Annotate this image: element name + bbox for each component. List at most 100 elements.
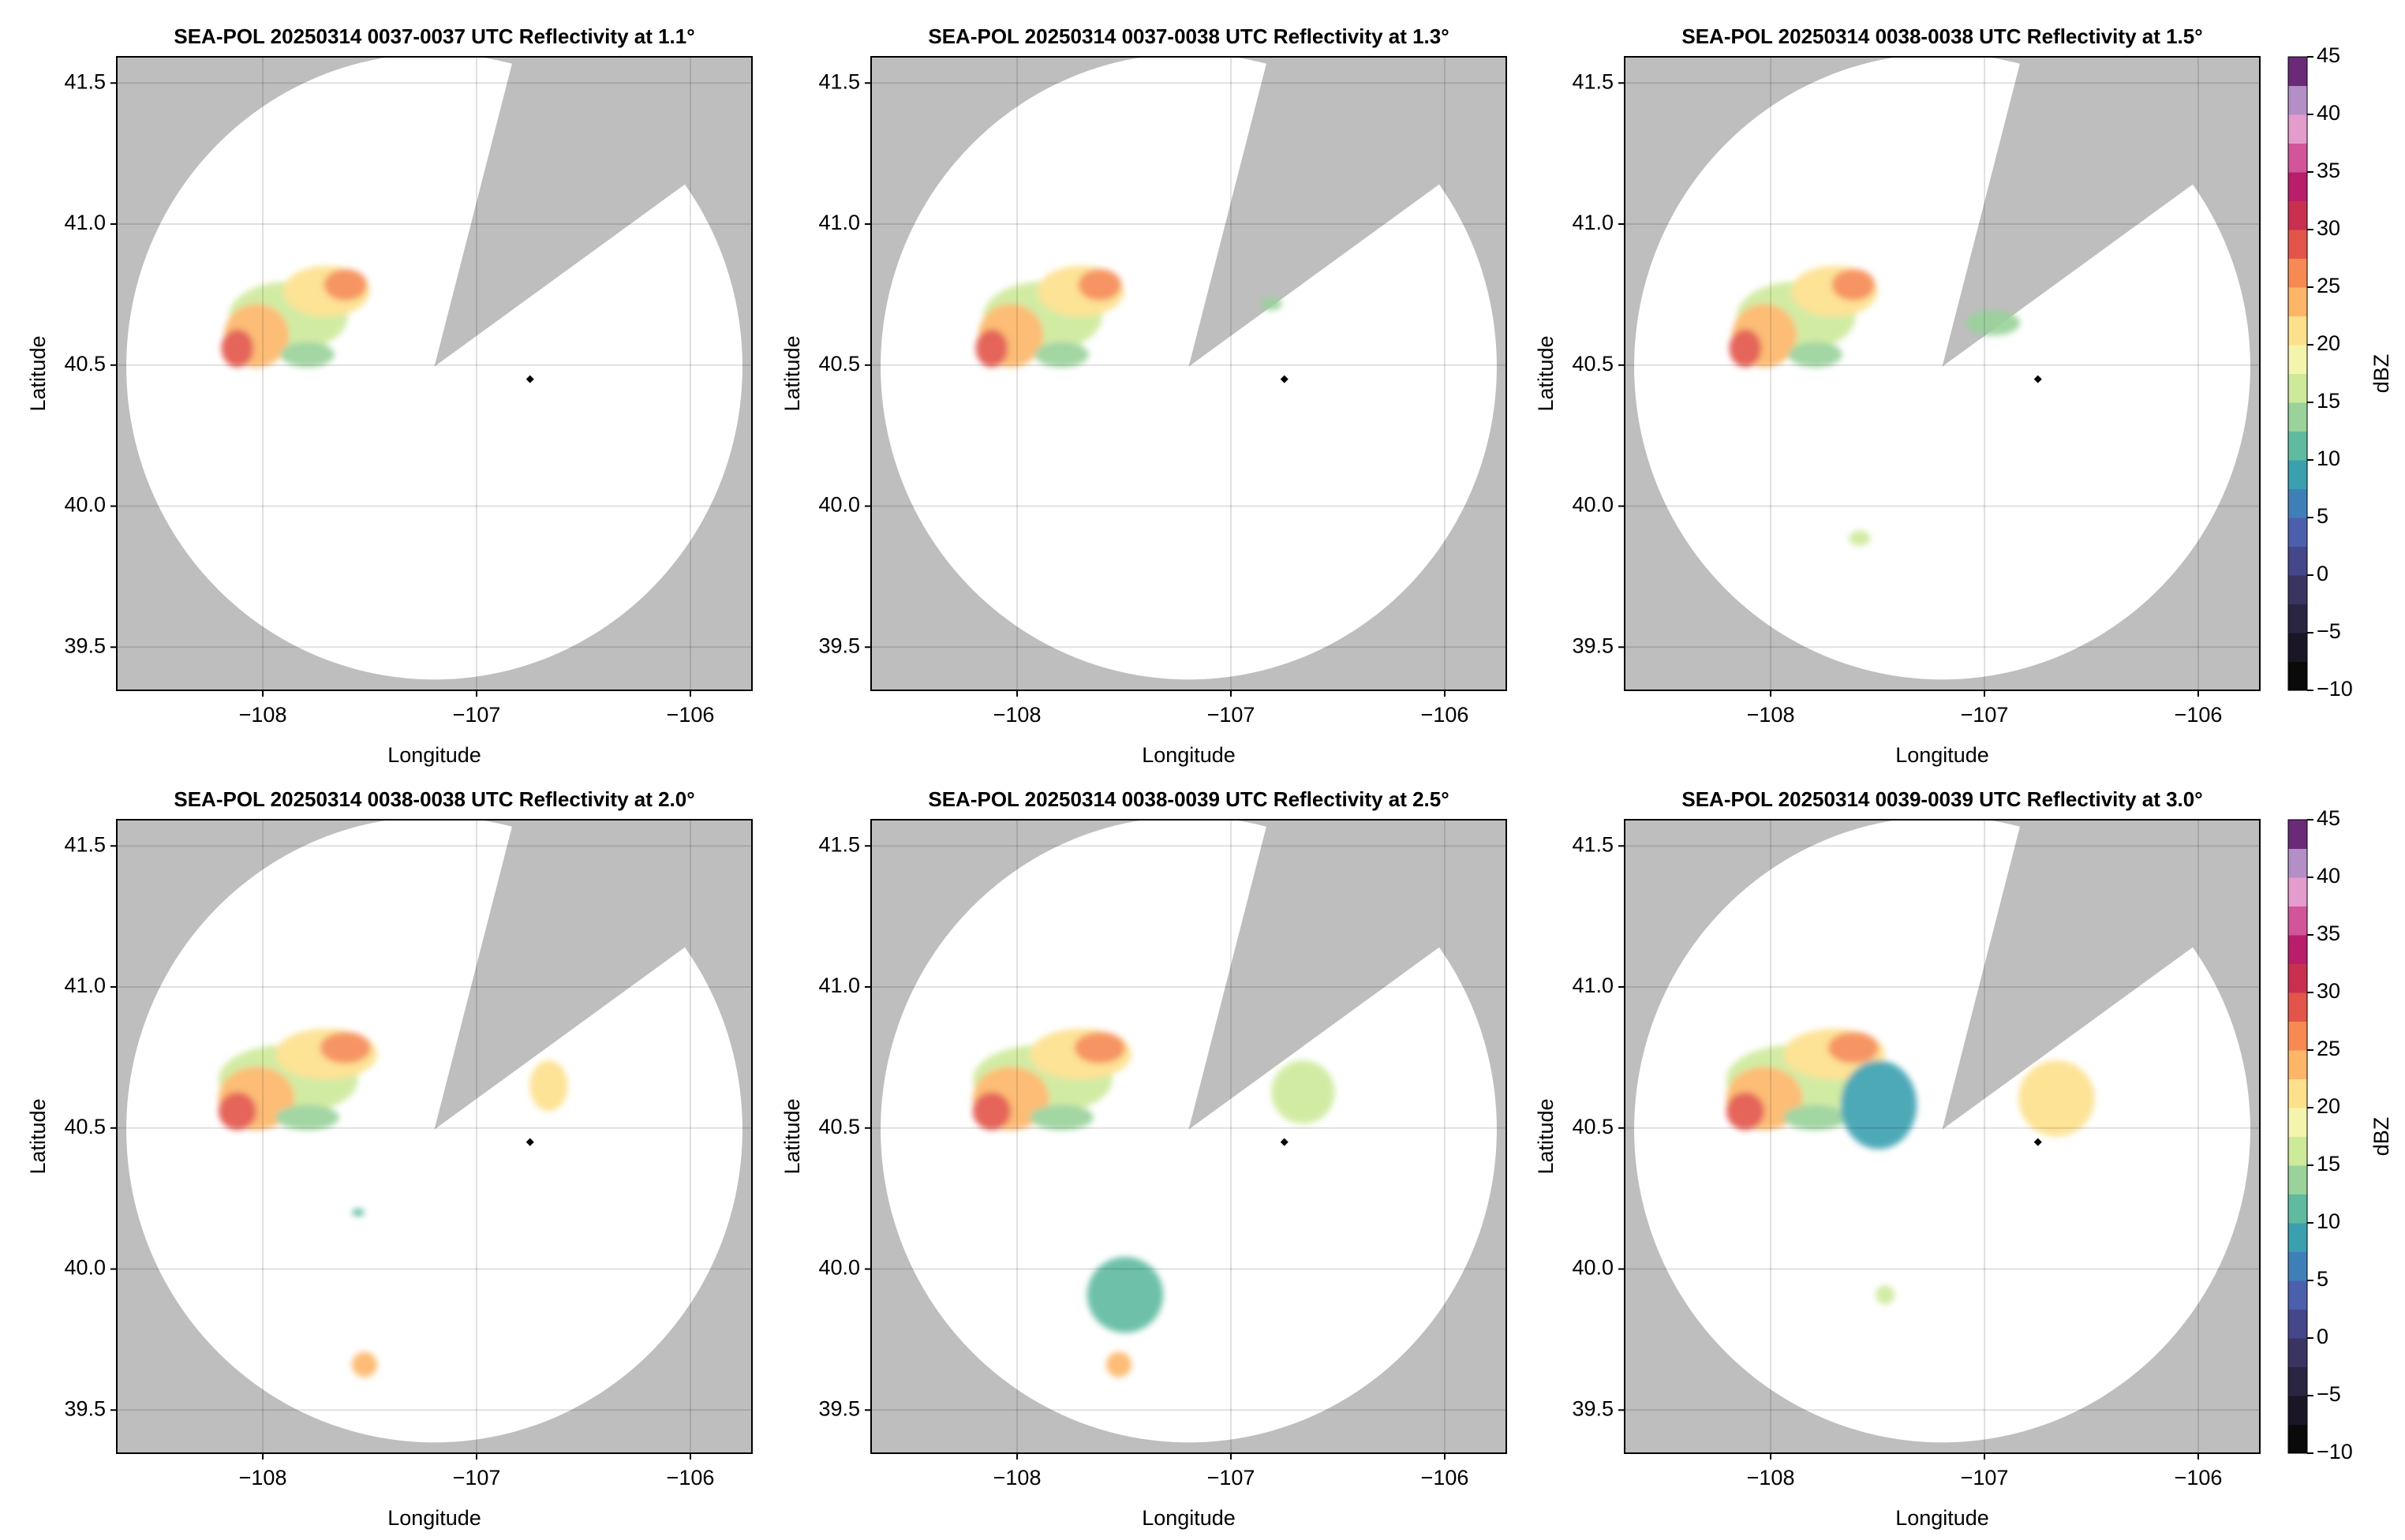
colorbar-tick-label: 35 <box>2317 159 2340 182</box>
colorbar-frame <box>2287 56 2308 691</box>
y-tick-label: 41.5 <box>818 832 860 856</box>
y-tick-label: 40.5 <box>64 1115 106 1138</box>
y-tick-label: 40.5 <box>64 352 106 376</box>
colorbar-tick-label: 15 <box>2317 1152 2340 1176</box>
radar-site <box>2033 1138 2042 1146</box>
y-tick-label: 41.5 <box>64 832 106 856</box>
colorbar-bin <box>2288 877 2307 906</box>
echo <box>324 269 368 301</box>
colorbar-label: dBZ <box>2369 354 2393 394</box>
echo <box>221 329 254 368</box>
chart-title: SEA-POL 20250314 0038-0039 UTC Reflectiv… <box>928 787 1449 811</box>
echo <box>218 1092 257 1131</box>
chart-title: SEA-POL 20250314 0038-0038 UTC Reflectiv… <box>1681 24 2202 48</box>
colorbar-bin <box>2288 200 2307 230</box>
x-tick-label: −107 <box>1207 1466 1255 1490</box>
y-tick-label: 40.0 <box>818 493 860 517</box>
colorbar-tick-label: −10 <box>2317 677 2353 701</box>
colorbar-bin <box>2288 1050 2307 1079</box>
colorbar-bin <box>2288 1366 2307 1396</box>
colorbar-bin <box>2288 172 2307 201</box>
x-tick-label: −106 <box>1421 703 1469 727</box>
panel: −108 −107 −106 39.5 40.0 40.5 41.0 41.5 SEA-POL … <box>780 787 1507 1530</box>
colorbar-label: dBZ <box>2369 1117 2393 1157</box>
y-tick-label: 40.0 <box>64 493 106 517</box>
colorbar-bin <box>2288 345 2307 374</box>
colorbar-bin <box>2288 546 2307 576</box>
colorbar-tick-label: 10 <box>2317 447 2340 470</box>
echo <box>351 1351 378 1377</box>
y-tick-label: 41.0 <box>64 974 106 997</box>
y-tick-label: 41.0 <box>818 211 860 234</box>
colorbar-tick-label: 30 <box>2317 216 2340 240</box>
echoes <box>1726 1028 2095 1305</box>
colorbar-bin <box>2288 1021 2307 1051</box>
echoes <box>221 265 370 368</box>
panel: −108 −107 −106 39.5 40.0 40.5 41.0 41.5 SEA-POL … <box>1534 24 2393 767</box>
echoes <box>218 1028 568 1377</box>
y-tick-label: 40.0 <box>1572 1256 1614 1280</box>
colorbar-tick-label: 25 <box>2317 274 2340 297</box>
y-tick-label: 39.5 <box>64 1396 106 1420</box>
plot-frame <box>116 56 753 691</box>
coverage-disk <box>881 53 1497 680</box>
echo <box>1078 269 1122 301</box>
x-tick-label: −107 <box>1961 703 2009 727</box>
echo <box>1034 342 1089 368</box>
x-tick-label: −106 <box>667 703 715 727</box>
y-tick-label: 41.0 <box>1572 211 1614 234</box>
coverage-disk <box>1634 816 2250 1443</box>
colorbar-bin <box>2288 992 2307 1022</box>
echo <box>1840 1060 1917 1149</box>
colorbar-tick-label: −10 <box>2317 1440 2353 1463</box>
echo <box>529 1060 568 1112</box>
echo <box>1030 1105 1094 1131</box>
y-tick-label: 40.5 <box>1572 352 1614 376</box>
y-axis-label: Latitude <box>1534 1098 1558 1174</box>
colorbar-bin <box>2288 316 2307 346</box>
y-tick-label: 39.5 <box>818 634 860 657</box>
x-tick-label: −108 <box>239 1466 287 1490</box>
x-axis-label: Longitude <box>1142 743 1236 767</box>
x-tick-label: −107 <box>1207 703 1255 727</box>
colorbar-tick-label: 40 <box>2317 101 2340 125</box>
colorbar-bin <box>2288 575 2307 604</box>
colorbar-tick-label: 20 <box>2317 331 2340 355</box>
echo <box>1783 1105 1847 1131</box>
coverage-disk <box>1634 53 2250 680</box>
echo <box>1271 1060 1335 1124</box>
chart-title: SEA-POL 20250314 0037-0037 UTC Reflectiv… <box>174 24 694 48</box>
colorbar-bin <box>2288 935 2307 964</box>
colorbar-tick-label: 45 <box>2317 43 2340 67</box>
plot-frame <box>1624 56 2261 691</box>
colorbar-bin <box>2288 85 2307 115</box>
colorbar-tick-label: 35 <box>2317 921 2340 945</box>
chart-title: SEA-POL 20250314 0037-0038 UTC Reflectiv… <box>928 24 1449 48</box>
panel: −108 −107 −106 39.5 40.0 40.5 41.0 41.5 SEA-POL … <box>1534 787 2393 1530</box>
echo <box>2018 1060 2095 1137</box>
y-axis-label: Latitude <box>780 335 804 411</box>
colorbar-tick-label: 45 <box>2317 806 2340 830</box>
radar-site <box>526 1138 534 1146</box>
colorbar-tick-label: −5 <box>2317 1382 2341 1406</box>
echo <box>1726 1092 1765 1131</box>
coverage-disk <box>126 53 742 680</box>
echo <box>1729 329 1762 368</box>
colorbar-bin <box>2288 230 2307 259</box>
colorbar-tick-label: 0 <box>2317 562 2328 585</box>
y-tick-label: 40.0 <box>1572 493 1614 517</box>
echo <box>1074 1032 1126 1064</box>
y-tick-label: 41.5 <box>64 69 106 93</box>
plot-frame <box>870 819 1507 1454</box>
echo <box>1260 297 1282 311</box>
x-tick-label: −106 <box>1421 1466 1469 1490</box>
colorbar-bin <box>2288 1396 2307 1425</box>
echo <box>1788 342 1842 368</box>
x-tick-label: −107 <box>453 703 501 727</box>
colorbar-tick-label: 40 <box>2317 864 2340 888</box>
colorbar-bin <box>2288 1194 2307 1224</box>
x-tick-label: −108 <box>993 703 1042 727</box>
y-tick-label: 40.5 <box>818 1115 860 1138</box>
colorbar-bin <box>2288 1136 2307 1166</box>
